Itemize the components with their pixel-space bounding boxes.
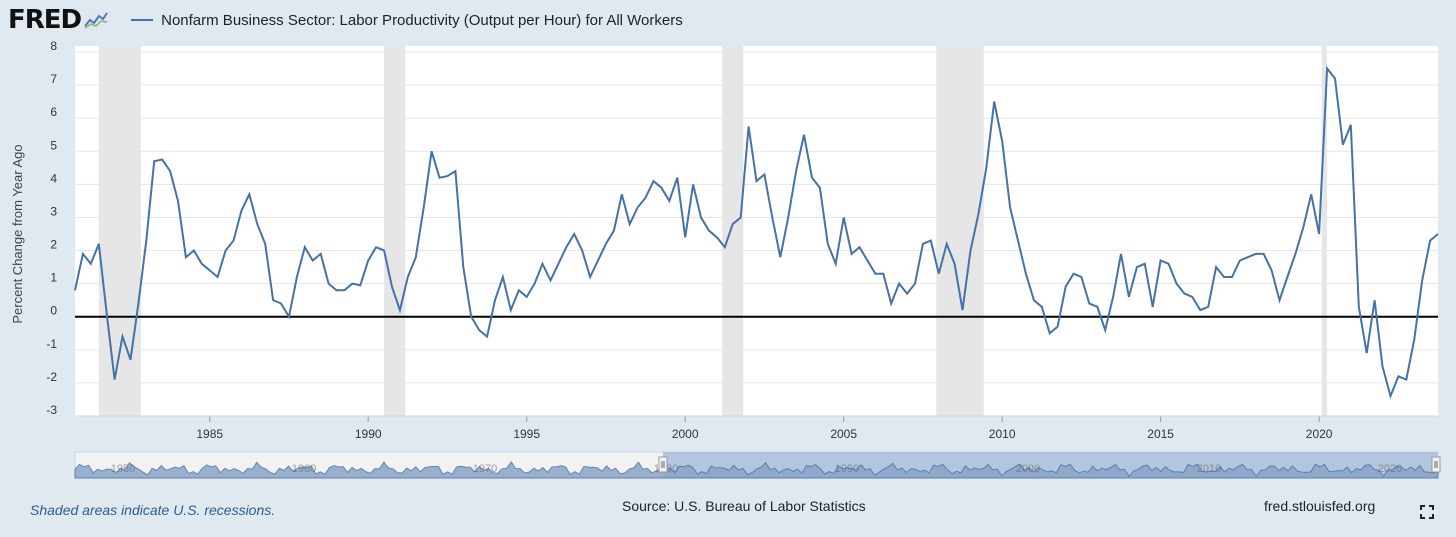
y-axis-label: Percent Change from Year Ago	[10, 144, 25, 323]
x-tick-label: 1990	[355, 427, 382, 441]
y-tick-label: 6	[50, 105, 57, 119]
plot-area	[75, 46, 1438, 416]
handle-grip	[658, 456, 668, 473]
series-title[interactable]: Nonfarm Business Sector: Labor Productiv…	[161, 11, 683, 29]
navigator-label: 1960	[292, 463, 316, 475]
source-text: Source: U.S. Bureau of Labor Statistics	[622, 498, 866, 514]
y-tick-label: -3	[46, 403, 57, 417]
fullscreen-icon[interactable]	[1420, 505, 1434, 519]
recession-shading	[98, 46, 1328, 416]
navigator-label: 1950	[111, 463, 135, 475]
y-tick-label: 5	[50, 138, 57, 152]
fred-chart-icon	[83, 10, 110, 30]
y-tick-label: 0	[50, 304, 57, 318]
navigator-label: 1970	[473, 463, 497, 475]
line-chart[interactable]: -3 -2 -1 0 1 2 3 4 5 6 7 8 1985 1990 1995 2000 2005 2010…	[0, 0, 1456, 490]
navigator-label: 1990	[835, 463, 859, 475]
navigator-label: 2010	[1197, 463, 1221, 475]
site-link[interactable]: fred.stlouisfed.org	[1264, 498, 1376, 514]
legend-swatch	[131, 19, 154, 21]
y-tick-label: -1	[46, 337, 57, 351]
y-tick-label: 1	[50, 271, 57, 285]
recession-band	[722, 46, 744, 416]
x-axis-ticks: 1985 1990 1995 2000 2005 2010 2015 2020	[75, 415, 1438, 441]
x-tick-label: 2020	[1306, 427, 1333, 441]
navigator-label: 2020	[1378, 463, 1402, 475]
x-tick-label: 2005	[830, 427, 857, 441]
x-tick-label: 1995	[513, 427, 540, 441]
y-axis-ticks: -3 -2 -1 0 1 2 3 4 5 6 7 8	[46, 39, 57, 417]
x-tick-label: 2015	[1147, 427, 1174, 441]
x-tick-label: 2000	[672, 427, 699, 441]
y-tick-label: 8	[50, 39, 57, 53]
recession-band	[1321, 46, 1328, 416]
chart-header: FRED Nonfarm Business Sector: Labor Prod…	[8, 5, 683, 35]
y-tick-label: 7	[50, 72, 57, 86]
x-tick-label: 1985	[196, 427, 223, 441]
y-tick-label: -2	[46, 370, 57, 384]
navigator-handle[interactable]	[1431, 456, 1441, 473]
y-tick-label: 2	[50, 238, 57, 252]
series-line[interactable]	[74, 65, 1439, 400]
navigator-area	[74, 461, 1439, 479]
recession-band	[384, 46, 406, 416]
handle-grip	[1431, 456, 1441, 473]
recessions-note: Shaded areas indicate U.S. recessions.	[30, 502, 276, 518]
recession-band	[98, 46, 141, 416]
range-navigator[interactable]: 19501960197019801990200020102020	[74, 451, 1441, 479]
x-tick-label: 2010	[989, 427, 1016, 441]
y-tick-label: 3	[50, 204, 57, 218]
navigator-handle[interactable]	[658, 456, 668, 473]
fred-logo[interactable]: FRED	[8, 5, 82, 35]
y-tick-label: 4	[50, 171, 57, 185]
recession-band	[936, 46, 984, 416]
navigator-label: 2000	[1016, 463, 1040, 475]
